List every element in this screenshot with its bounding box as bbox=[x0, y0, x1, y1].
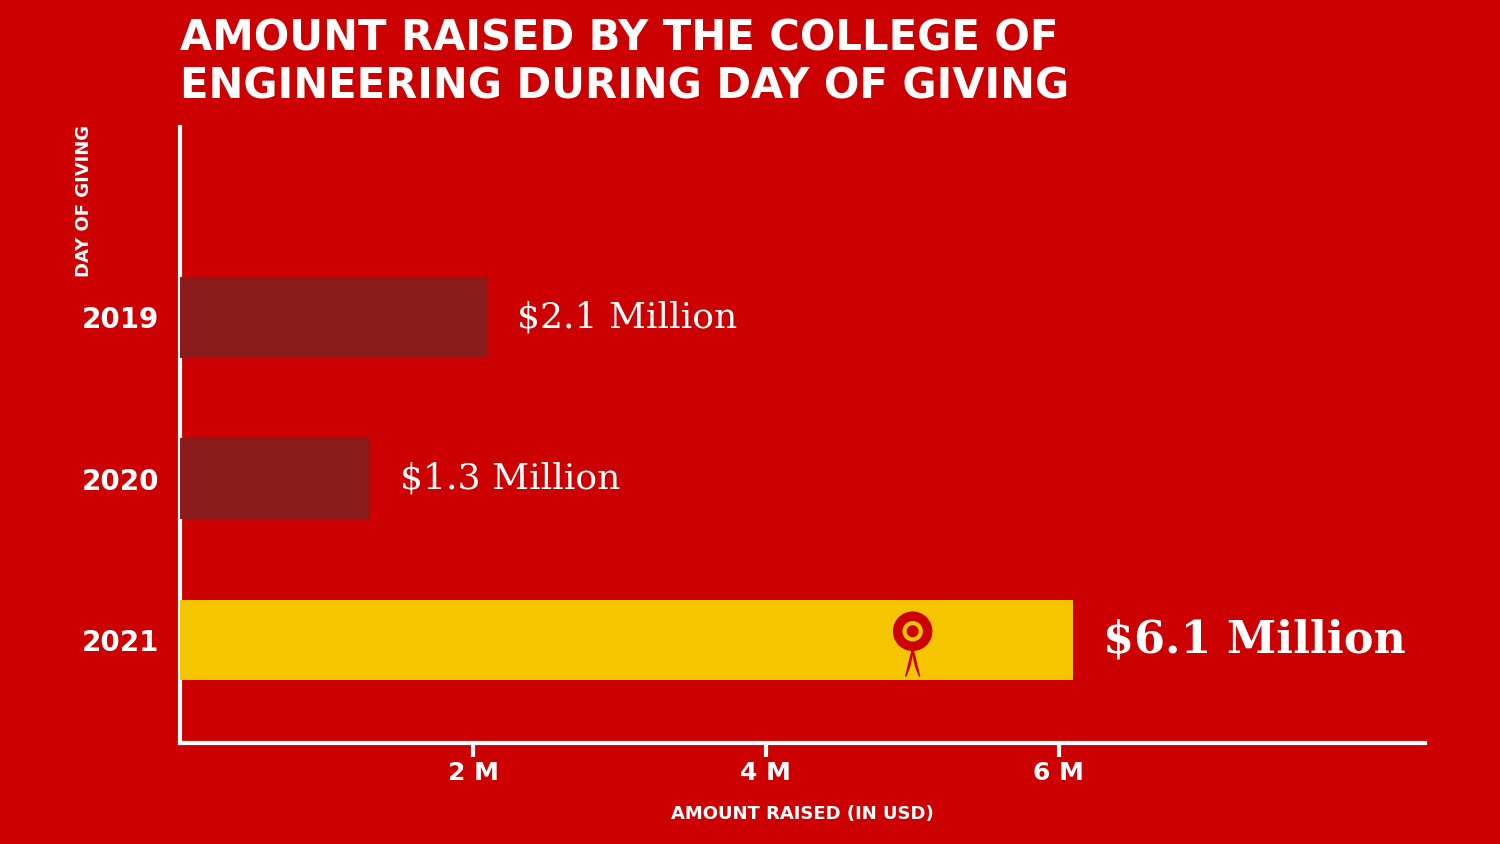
Circle shape bbox=[903, 622, 922, 641]
Bar bbox=[180, 277, 488, 358]
Bar bbox=[180, 438, 370, 519]
X-axis label: AMOUNT RAISED (IN USD): AMOUNT RAISED (IN USD) bbox=[670, 805, 934, 823]
Y-axis label: DAY OF GIVING: DAY OF GIVING bbox=[75, 124, 93, 277]
Bar bbox=[180, 600, 1074, 680]
Text: $6.1 Million: $6.1 Million bbox=[1102, 619, 1406, 662]
Text: AMOUNT RAISED BY THE COLLEGE OF
ENGINEERING DURING DAY OF GIVING: AMOUNT RAISED BY THE COLLEGE OF ENGINEER… bbox=[180, 17, 1070, 108]
Circle shape bbox=[908, 626, 918, 636]
Text: $2.1 Million: $2.1 Million bbox=[518, 300, 736, 334]
Circle shape bbox=[894, 612, 932, 650]
Polygon shape bbox=[912, 650, 920, 677]
Polygon shape bbox=[906, 650, 914, 677]
Polygon shape bbox=[894, 612, 932, 650]
Text: $1.3 Million: $1.3 Million bbox=[399, 462, 620, 495]
